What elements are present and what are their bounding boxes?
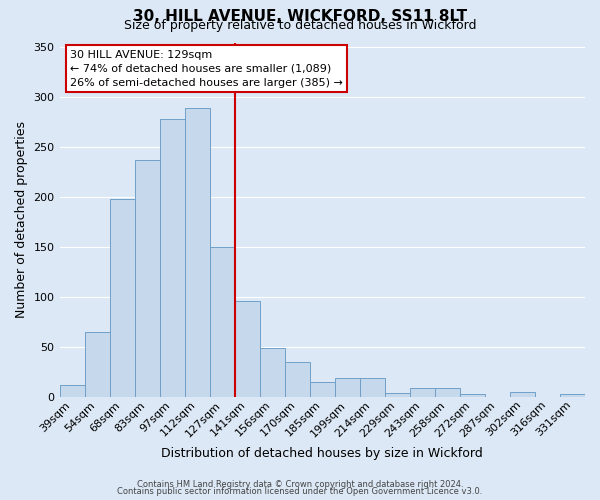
Text: 30, HILL AVENUE, WICKFORD, SS11 8LT: 30, HILL AVENUE, WICKFORD, SS11 8LT (133, 9, 467, 24)
Bar (134, 160, 160, 397)
Text: 30 HILL AVENUE: 129sqm
← 74% of detached houses are smaller (1,089)
26% of semi-: 30 HILL AVENUE: 129sqm ← 74% of detached… (70, 50, 343, 88)
Y-axis label: Number of detached properties: Number of detached properties (15, 121, 28, 318)
Bar (560, 394, 585, 397)
Bar (85, 332, 110, 397)
Bar (460, 394, 485, 397)
Bar (435, 388, 460, 397)
Bar (209, 247, 235, 397)
Bar (310, 382, 335, 397)
Text: Size of property relative to detached houses in Wickford: Size of property relative to detached ho… (124, 19, 476, 32)
Bar (510, 392, 535, 397)
Bar (335, 378, 360, 397)
Bar (285, 362, 310, 397)
Bar (110, 199, 134, 397)
Bar (410, 388, 435, 397)
Text: Contains HM Land Registry data © Crown copyright and database right 2024.: Contains HM Land Registry data © Crown c… (137, 480, 463, 489)
Bar (160, 120, 185, 397)
Bar (360, 378, 385, 397)
X-axis label: Distribution of detached houses by size in Wickford: Distribution of detached houses by size … (161, 447, 483, 460)
Text: Contains public sector information licensed under the Open Government Licence v3: Contains public sector information licen… (118, 487, 482, 496)
Bar (185, 108, 209, 397)
Bar (59, 385, 85, 397)
Bar (260, 348, 285, 397)
Bar (385, 393, 410, 397)
Bar (235, 301, 260, 397)
